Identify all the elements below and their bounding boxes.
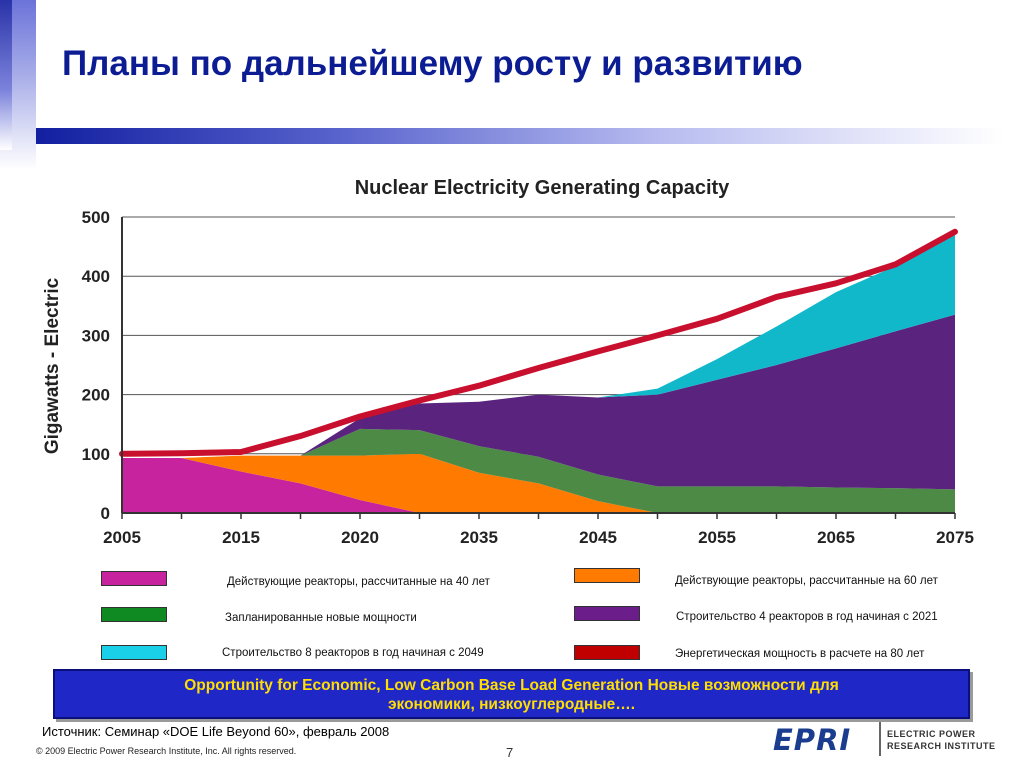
banner-text-ru-2: экономики, низкоуглеродные…. <box>387 696 636 713</box>
legend-label: Действующие реакторы, рассчитанные на 40… <box>227 576 490 588</box>
area-series-5 <box>122 234 955 458</box>
copyright-note: © 2009 Electric Power Research Institute… <box>36 746 297 756</box>
area-series-1 <box>122 457 955 513</box>
banner-text-en: Opportunity for Economic, Low Carbon Bas… <box>184 677 644 694</box>
legend-swatch <box>574 645 640 660</box>
y-tick-label: 500 <box>82 208 110 227</box>
logo-line-2: RESEARCH INSTITUTE <box>887 741 996 751</box>
source-note: Источник: Семинар «DOE Life Beyond 60», … <box>42 724 390 739</box>
x-tick-label: 2045 <box>579 528 617 547</box>
x-tick-label: 2065 <box>817 528 855 547</box>
area-series-3 <box>122 428 955 513</box>
x-tick-label: 2020 <box>341 528 379 547</box>
legend-label: Строительство 4 реакторов в год начиная … <box>676 611 938 623</box>
y-tick-label: 400 <box>82 267 110 286</box>
y-tick-label: 300 <box>82 326 110 345</box>
y-tick-label: 100 <box>82 445 110 464</box>
chart-line-layer <box>119 228 958 457</box>
opportunity-banner: Opportunity for Economic, Low Carbon Bas… <box>53 669 970 719</box>
side-decoration-stripe <box>0 0 36 170</box>
logo-line-1: ELECTRIC POWER <box>887 729 976 739</box>
legend-swatch <box>101 607 167 622</box>
title-gradient-bar <box>36 128 1004 144</box>
banner-text: Opportunity for Economic, Low Carbon Bas… <box>55 676 968 714</box>
legend-swatch <box>574 568 640 583</box>
x-tick-label: 2015 <box>222 528 260 547</box>
y-tick-label: 200 <box>82 386 110 405</box>
legend-swatch <box>101 571 167 586</box>
legend-label: Действующие реакторы, рассчитанные на 60… <box>675 575 938 587</box>
epri-logo: EPRI ELECTRIC POWER RESEARCH INSTITUTE <box>770 720 1000 760</box>
x-tick-label: 2055 <box>698 528 736 547</box>
y-tick-labels: 0 100 200 300 400 500 <box>82 208 110 523</box>
y-tick-label: 0 <box>101 504 110 523</box>
legend-label: Энергетическая мощность в расчете на 80 … <box>675 648 925 660</box>
slide-title: Планы по дальнейшему росту и развитию <box>62 44 803 83</box>
epri-logo-mark: EPRI <box>773 723 852 757</box>
legend-label: Строительство 8 реакторов в год начиная … <box>222 647 484 659</box>
x-tick-label: 2075 <box>936 528 974 547</box>
chart-axes <box>121 217 956 519</box>
line-series-80-years <box>119 228 958 457</box>
x-tick-label: 2005 <box>103 528 141 547</box>
legend-label: Запланированные новые мощности <box>225 612 417 624</box>
area-series-4 <box>122 314 955 490</box>
x-tick-labels: 2005 2015 2020 2035 2045 2055 2065 2075 <box>103 528 974 547</box>
page-number: 7 <box>506 745 514 760</box>
y-axis-label: Gigawatts - Electric <box>42 277 63 454</box>
banner-text-ru-1: Новые возможности для <box>647 677 839 694</box>
legend-swatch <box>101 645 167 660</box>
side-decoration-stripe-inner <box>0 0 12 150</box>
chart-title: Nuclear Electricity Generating Capacity <box>355 177 730 199</box>
x-tick-label: 2035 <box>460 528 498 547</box>
chart-areas <box>122 234 955 513</box>
nuclear-capacity-chart: Nuclear Electricity Generating Capacity … <box>42 177 974 547</box>
logo-divider <box>879 722 881 756</box>
legend-swatch <box>574 606 640 621</box>
